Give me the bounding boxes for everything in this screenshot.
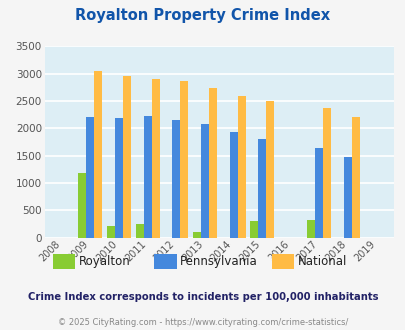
Bar [249,221,258,238]
Text: © 2025 CityRating.com - https://www.cityrating.com/crime-statistics/: © 2025 CityRating.com - https://www.city… [58,318,347,327]
Text: Royalton Property Crime Index: Royalton Property Crime Index [75,8,330,23]
Text: Royalton: Royalton [79,255,130,268]
Bar [78,173,86,238]
Text: Crime Index corresponds to incidents per 100,000 inhabitants: Crime Index corresponds to incidents per… [28,292,377,302]
Bar [323,108,330,238]
Bar [86,117,94,238]
Bar [180,81,188,238]
Bar [266,101,273,238]
Bar [107,226,115,238]
Bar [343,157,351,238]
Bar [200,124,209,238]
Bar [351,117,359,238]
Bar [315,148,323,238]
Bar [94,71,102,238]
Bar [307,220,315,238]
Bar [258,139,266,238]
Bar [143,115,151,238]
Bar [115,118,123,238]
Bar [135,224,143,238]
Bar [151,79,159,238]
Bar [229,132,237,238]
Bar [209,88,216,238]
Bar [192,232,200,238]
Bar [172,120,180,238]
Bar [123,76,131,238]
Bar [237,96,245,238]
Text: National: National [297,255,346,268]
Text: Pennsylvania: Pennsylvania [179,255,257,268]
